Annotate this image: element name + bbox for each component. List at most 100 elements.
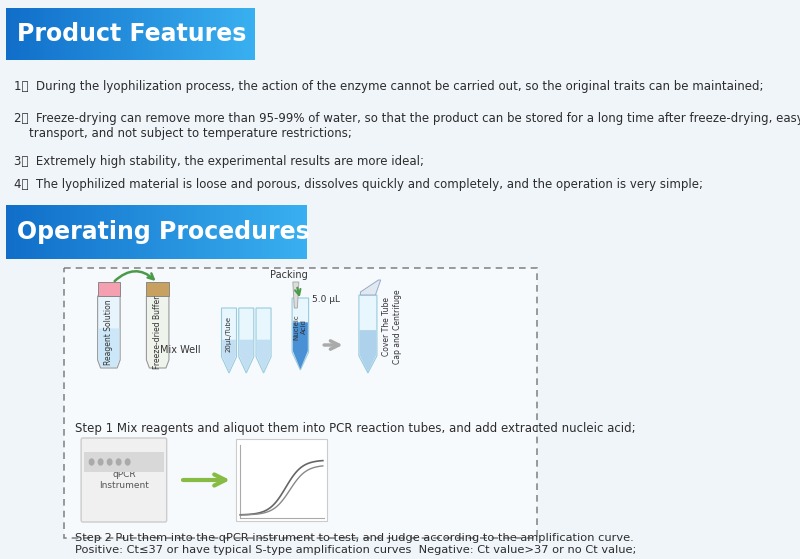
Polygon shape (151, 8, 155, 60)
Polygon shape (30, 8, 34, 60)
Polygon shape (360, 330, 376, 372)
Polygon shape (46, 8, 50, 60)
Polygon shape (9, 8, 13, 60)
Polygon shape (40, 8, 44, 60)
Polygon shape (205, 205, 210, 259)
Polygon shape (104, 205, 108, 259)
Text: Freeze-dried Buffer: Freeze-dried Buffer (153, 295, 162, 369)
Text: Operating Procedures: Operating Procedures (17, 220, 310, 244)
FancyBboxPatch shape (236, 439, 327, 521)
Polygon shape (359, 295, 377, 373)
Polygon shape (28, 8, 31, 60)
Polygon shape (175, 205, 179, 259)
Polygon shape (167, 8, 171, 60)
Polygon shape (136, 8, 140, 60)
Polygon shape (47, 205, 52, 259)
Circle shape (116, 459, 121, 465)
Polygon shape (247, 8, 251, 60)
Polygon shape (273, 205, 277, 259)
Polygon shape (6, 205, 10, 259)
Polygon shape (161, 8, 165, 60)
Polygon shape (122, 205, 127, 259)
Polygon shape (43, 8, 47, 60)
Polygon shape (284, 205, 288, 259)
Text: 5.0 μL: 5.0 μL (312, 296, 340, 305)
Polygon shape (138, 205, 142, 259)
Polygon shape (25, 8, 29, 60)
Polygon shape (190, 205, 194, 259)
Polygon shape (246, 205, 250, 259)
Polygon shape (235, 8, 239, 60)
FancyBboxPatch shape (64, 268, 537, 538)
Polygon shape (276, 205, 281, 259)
Polygon shape (22, 8, 26, 60)
Polygon shape (111, 205, 116, 259)
Polygon shape (58, 205, 63, 259)
Polygon shape (93, 8, 97, 60)
Polygon shape (189, 8, 193, 60)
Polygon shape (130, 205, 134, 259)
Text: 20μL/Tube: 20μL/Tube (226, 316, 232, 352)
Polygon shape (227, 205, 232, 259)
Polygon shape (86, 8, 90, 60)
Polygon shape (160, 205, 165, 259)
Polygon shape (202, 205, 206, 259)
Polygon shape (78, 205, 82, 259)
Polygon shape (130, 8, 134, 60)
Polygon shape (65, 8, 69, 60)
Polygon shape (158, 8, 162, 60)
Polygon shape (96, 8, 100, 60)
Polygon shape (111, 8, 115, 60)
Text: Mix Well: Mix Well (160, 345, 201, 355)
Polygon shape (108, 8, 112, 60)
Polygon shape (55, 205, 59, 259)
Polygon shape (107, 205, 112, 259)
Polygon shape (25, 205, 30, 259)
Polygon shape (53, 8, 56, 60)
FancyBboxPatch shape (81, 438, 166, 522)
Polygon shape (98, 282, 120, 296)
Polygon shape (198, 8, 202, 60)
Polygon shape (182, 205, 187, 259)
Polygon shape (242, 8, 246, 60)
Polygon shape (51, 205, 55, 259)
Polygon shape (287, 205, 292, 259)
Polygon shape (85, 205, 90, 259)
Polygon shape (139, 8, 143, 60)
Polygon shape (262, 205, 266, 259)
Polygon shape (118, 8, 122, 60)
Polygon shape (238, 308, 254, 373)
Polygon shape (164, 205, 168, 259)
Polygon shape (186, 8, 190, 60)
Polygon shape (89, 205, 93, 259)
Polygon shape (222, 308, 237, 373)
Text: 4，  The lyophilized material is loose and porous, dissolves quickly and complete: 4， The lyophilized material is loose and… (14, 178, 702, 191)
Polygon shape (254, 205, 258, 259)
FancyBboxPatch shape (84, 452, 164, 472)
Polygon shape (92, 205, 97, 259)
Polygon shape (220, 8, 223, 60)
Polygon shape (293, 323, 308, 369)
Polygon shape (55, 8, 59, 60)
Polygon shape (145, 205, 150, 259)
Text: 1，  During the lyophilization process, the action of the enzyme cannot be carrie: 1， During the lyophilization process, th… (14, 80, 763, 93)
Polygon shape (98, 296, 120, 368)
Polygon shape (21, 205, 26, 259)
Polygon shape (220, 205, 225, 259)
Polygon shape (124, 8, 127, 60)
Polygon shape (102, 8, 106, 60)
Text: 2，  Freeze-drying can remove more than 95-99% of water, so that the product can : 2， Freeze-drying can remove more than 95… (14, 112, 800, 140)
Polygon shape (222, 340, 236, 372)
Polygon shape (12, 8, 16, 60)
Polygon shape (265, 205, 270, 259)
Circle shape (90, 459, 94, 465)
Polygon shape (10, 205, 14, 259)
Polygon shape (142, 8, 146, 60)
Polygon shape (114, 8, 118, 60)
Polygon shape (81, 205, 86, 259)
Polygon shape (156, 205, 161, 259)
Polygon shape (176, 8, 180, 60)
Polygon shape (257, 340, 270, 372)
Polygon shape (226, 8, 230, 60)
Polygon shape (154, 8, 158, 60)
